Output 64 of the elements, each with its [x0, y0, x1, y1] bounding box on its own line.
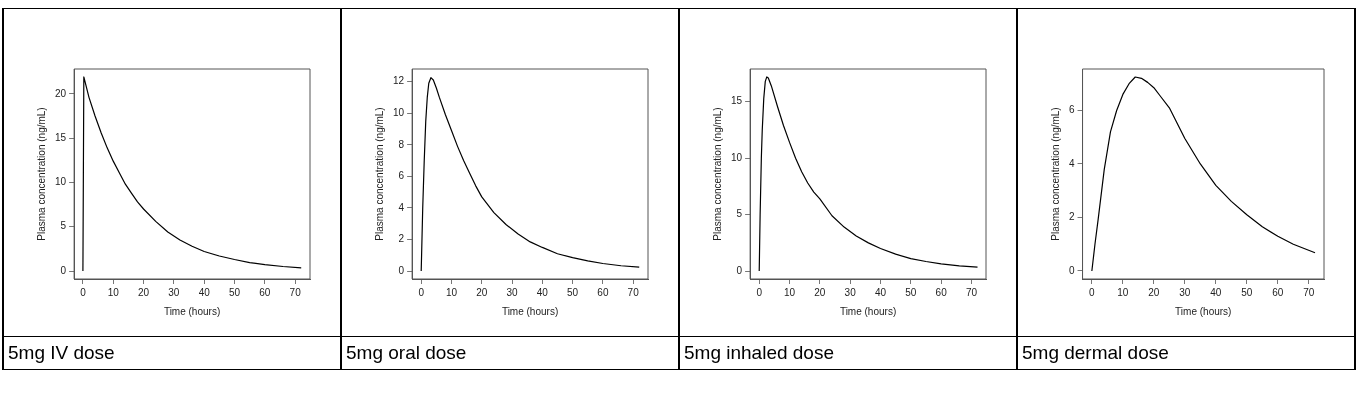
- y-tick-label: 2: [398, 233, 405, 245]
- x-tick-label: 50: [567, 286, 579, 298]
- x-tick-label: 60: [1272, 286, 1284, 298]
- y-axis-title: Plasma concentration (ng/mL): [1049, 107, 1061, 241]
- x-axis-title: Time (hours): [839, 305, 897, 317]
- x-tick-label: 10: [445, 286, 458, 298]
- x-tick-label: 60: [259, 286, 271, 298]
- x-tick-label: 40: [198, 286, 211, 298]
- y-tick-label: 8: [398, 138, 405, 150]
- y-tick-label: 10: [731, 151, 743, 163]
- y-tick-label: 20: [55, 87, 67, 99]
- x-tick-label: 60: [597, 286, 609, 298]
- x-tick-label: 30: [168, 286, 180, 298]
- x-tick-label: 0: [756, 286, 763, 298]
- x-tick-label: 70: [1303, 286, 1315, 298]
- x-tick-label: 20: [1148, 286, 1160, 298]
- y-tick-label: 15: [55, 131, 67, 143]
- x-tick-label: 40: [874, 286, 887, 298]
- x-tick-label: 10: [783, 286, 796, 298]
- y-tick-label: 0: [736, 264, 743, 276]
- y-axis-title: Plasma concentration (ng/mL): [373, 107, 385, 241]
- y-tick-label: 2: [1069, 211, 1075, 223]
- x-tick-label: 40: [1210, 286, 1222, 298]
- y-axis-title: Plasma concentration (ng/mL): [35, 107, 47, 241]
- x-axis-title: Time (hours): [501, 305, 559, 317]
- x-tick-label: 70: [627, 286, 640, 298]
- text: 5mg IV dose: [4, 337, 340, 370]
- y-tick-label: 0: [60, 264, 67, 276]
- y-tick-label: 10: [393, 106, 405, 118]
- y-tick-label: 10: [55, 176, 67, 188]
- x-tick-label: 10: [1117, 286, 1129, 298]
- x-tick-label: 40: [536, 286, 549, 298]
- x-tick-label: 20: [137, 286, 150, 298]
- x-tick-label: 0: [1089, 286, 1096, 298]
- x-tick-label: 50: [905, 286, 917, 298]
- x-tick-label: 30: [1179, 286, 1191, 298]
- x-tick-label: 70: [965, 286, 978, 298]
- y-tick-label: 0: [1069, 264, 1075, 276]
- y-tick-label: 15: [731, 95, 743, 107]
- x-tick-label: 50: [1241, 286, 1253, 298]
- y-tick-label: 4: [1069, 157, 1075, 169]
- x-tick-label: 0: [418, 286, 425, 298]
- x-axis-title: Time (hours): [163, 305, 221, 317]
- y-axis-title: Plasma concentration (ng/mL): [711, 107, 723, 241]
- y-tick-label: 5: [736, 208, 743, 220]
- x-tick-label: 70: [289, 286, 302, 298]
- x-tick-label: 60: [935, 286, 948, 298]
- x-tick-label: 20: [814, 286, 826, 298]
- text: 5mg oral dose: [342, 337, 678, 370]
- text: 5mg dermal dose: [1018, 337, 1354, 370]
- y-tick-label: 6: [1069, 104, 1075, 116]
- text: 5mg inhaled dose: [680, 337, 1016, 370]
- y-tick-label: 0: [398, 264, 405, 276]
- x-tick-label: 30: [844, 286, 857, 298]
- y-tick-label: 4: [398, 201, 405, 213]
- x-axis-title: Time (hours): [1175, 305, 1232, 317]
- y-tick-label: 6: [398, 170, 405, 182]
- x-tick-label: 10: [107, 286, 120, 298]
- y-tick-label: 12: [393, 75, 405, 87]
- x-tick-label: 20: [476, 286, 488, 298]
- x-tick-label: 50: [228, 286, 241, 298]
- y-tick-label: 5: [60, 220, 67, 232]
- x-tick-label: 30: [506, 286, 519, 298]
- x-tick-label: 0: [80, 286, 87, 298]
